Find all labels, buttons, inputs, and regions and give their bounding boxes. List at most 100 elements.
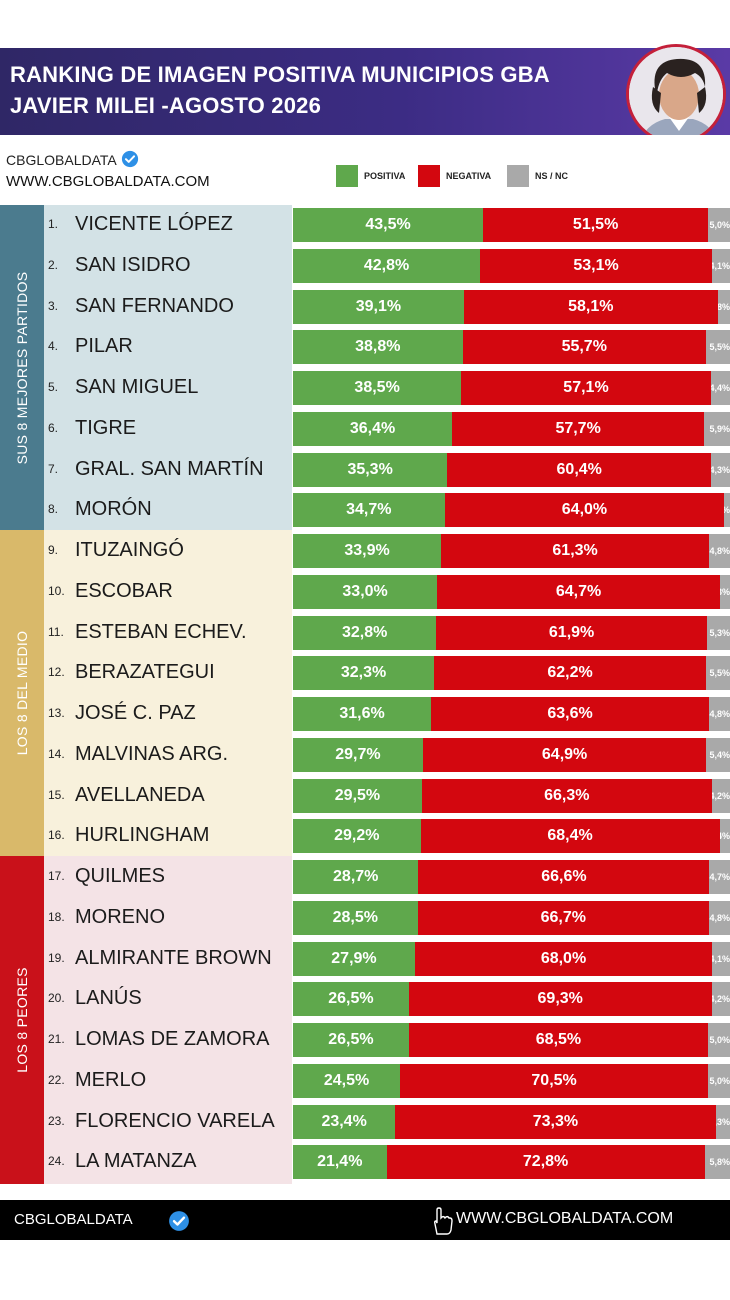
bar-positiva: 26,5% — [293, 982, 409, 1017]
municipio-name: SAN ISIDRO — [75, 253, 191, 276]
bar-negativa-label: 64,7% — [555, 582, 602, 600]
bar-negativa: 69,3% — [408, 982, 712, 1017]
bar-nsnc: 5,5% — [705, 330, 730, 365]
bar-nsnc: 5,0% — [708, 1023, 730, 1057]
bar-positiva: 39,1% — [293, 289, 464, 324]
municipio-name: MORÓN — [75, 498, 152, 521]
bar-nsnc-label: 1,3% — [724, 505, 730, 515]
municipio-row: 20. LANÚS 26,5% 69,3% 4,2% — [0, 982, 730, 1018]
bar-negativa: 55,7% — [462, 330, 706, 365]
municipio-name: JOSÉ C. PAZ — [75, 702, 196, 724]
municipio-name: LOMAS DE ZAMORA — [75, 1028, 270, 1050]
bar-negativa-label: 64,0% — [561, 501, 608, 519]
municipio-row: 10. ESCOBAR 33,0% 64,7% 2,3% — [0, 574, 730, 611]
bar-negativa-label: 53,1% — [573, 256, 619, 274]
bar-positiva-label: 28,7% — [333, 868, 379, 885]
bar-positiva-label: 31,6% — [339, 705, 385, 722]
bar-nsnc-label: 5,0% — [709, 1035, 730, 1045]
bar-negativa: 57,1% — [461, 371, 711, 405]
bar-nsnc: 5,0% — [708, 1063, 730, 1098]
bar-positiva: 31,6% — [293, 697, 432, 731]
legend-swatch-negativa — [418, 165, 440, 187]
legend-label-nsnc: NS / NC — [535, 171, 569, 181]
bar-nsnc: 5,0% — [708, 208, 730, 242]
bar-negativa: 68,4% — [420, 819, 720, 854]
bar-nsnc: 4,7% — [709, 860, 730, 894]
bar-positiva-label: 38,8% — [355, 338, 401, 356]
bar-nsnc-label: 4,8% — [709, 546, 730, 556]
municipio-name: HURLINGHAM — [75, 824, 210, 847]
group-band-best: SUS 8 MEJORES PARTIDOS — [0, 205, 44, 530]
rank-number: 19. — [48, 950, 65, 965]
municipio-row: 14. MALVINAS ARG. 29,7% 64,9% 5,4% — [0, 737, 730, 774]
bar-positiva-label: 35,3% — [347, 460, 393, 478]
bar-nsnc-label: 5,3% — [709, 627, 730, 638]
bar-negativa: 61,9% — [436, 615, 707, 650]
municipio-row: 24. LA MATANZA 21,4% 72,8% 5,8% — [0, 1145, 730, 1181]
bar-negativa-label: 66,7% — [540, 908, 586, 926]
legend-item-positiva: POSITIVA — [336, 165, 405, 187]
bar-nsnc-label: 4,1% — [712, 260, 730, 271]
bar-nsnc-label: 5,9% — [709, 423, 730, 434]
brand-url: WWW.CBGLOBALDATA.COM — [6, 173, 210, 190]
legend-item-negativa: NEGATIVA — [418, 165, 491, 187]
bar-negativa: 64,0% — [444, 493, 725, 528]
bar-nsnc-label: 2,3% — [720, 586, 730, 597]
bar-negativa-label: 68,5% — [535, 1031, 582, 1048]
rank-number: 4. — [48, 339, 59, 354]
bar-negativa: 64,7% — [437, 574, 720, 609]
bar-positiva: 26,5% — [293, 1023, 409, 1057]
municipio-name: GRAL. SAN MARTÍN — [75, 457, 264, 480]
bar-negativa-label: 62,2% — [547, 664, 593, 682]
rank-number: 22. — [48, 1072, 65, 1087]
bar-negativa: 58,1% — [463, 289, 718, 324]
verified-badge-icon — [169, 1211, 189, 1231]
bar-negativa-label: 61,9% — [548, 623, 595, 641]
bar-positiva-label: 34,7% — [346, 501, 392, 519]
bar-positiva-label: 27,9% — [331, 949, 377, 967]
rank-number: 21. — [48, 1032, 65, 1046]
bar-nsnc: 4,8% — [709, 697, 730, 731]
bar-positiva-label: 42,8% — [363, 256, 410, 274]
legend-swatch-positiva — [336, 165, 358, 187]
bar-negativa-label: 72,8% — [522, 1153, 569, 1171]
bar-nsnc: 2,3% — [719, 574, 730, 609]
bar-positiva: 27,9% — [293, 941, 415, 976]
bar-nsnc: 4,1% — [712, 248, 730, 283]
brand-bar: CBGLOBALDATA WWW.CBGLOBALDATA.COM POSITI… — [0, 135, 730, 205]
bar-negativa-label: 64,9% — [541, 745, 588, 763]
brand-name: CBGLOBALDATA — [6, 152, 117, 168]
rank-number: 20. — [48, 991, 65, 1006]
bar-positiva: 28,5% — [293, 900, 418, 935]
rank-number: 11. — [48, 624, 64, 639]
bar-nsnc: 4,1% — [712, 941, 730, 976]
bar-positiva: 21,4% — [293, 1145, 387, 1180]
municipio-name: SAN FERNANDO — [75, 294, 234, 317]
chart-title: RANKING DE IMAGEN POSITIVA MUNICIPIOS GB… — [10, 62, 550, 87]
bar-negativa-label: 61,3% — [552, 542, 598, 559]
municipio-row: 11. ESTEBAN ECHEV. 32,8% 61,9% 5,3% — [0, 615, 730, 652]
legend-swatch-nsnc — [507, 165, 529, 187]
bar-nsnc: 4,8% — [709, 534, 730, 568]
rank-number: 12. — [48, 665, 65, 680]
municipio-name: BERAZATEGUI — [75, 661, 215, 684]
bar-nsnc: 2,4% — [719, 819, 730, 854]
bar-positiva: 35,3% — [293, 452, 448, 487]
bar-negativa-label: 51,5% — [572, 216, 619, 233]
municipio-name: MALVINAS ARG. — [75, 742, 229, 765]
bar-negativa: 73,3% — [395, 1104, 716, 1139]
group-names-bg-middle — [44, 530, 292, 856]
bar-negativa-label: 57,1% — [563, 379, 609, 396]
municipio-name: LA MATANZA — [75, 1150, 197, 1173]
rank-number: 8. — [48, 502, 59, 517]
municipio-row: 4. PILAR 38,8% 55,7% 5,5% — [0, 330, 730, 366]
bar-nsnc: 4,8% — [709, 900, 730, 935]
bar-nsnc: 4,3% — [711, 452, 730, 487]
bar-negativa-label: 68,0% — [540, 949, 587, 967]
title-banner: RANKING DE IMAGEN POSITIVA MUNICIPIOS GB… — [0, 48, 730, 135]
rank-number: 1. — [48, 217, 59, 231]
rank-number: 7. — [48, 461, 59, 476]
bar-nsnc: 3,3% — [715, 1104, 730, 1139]
bar-positiva-label: 23,4% — [321, 1112, 367, 1130]
rank-number: 18. — [48, 909, 65, 924]
